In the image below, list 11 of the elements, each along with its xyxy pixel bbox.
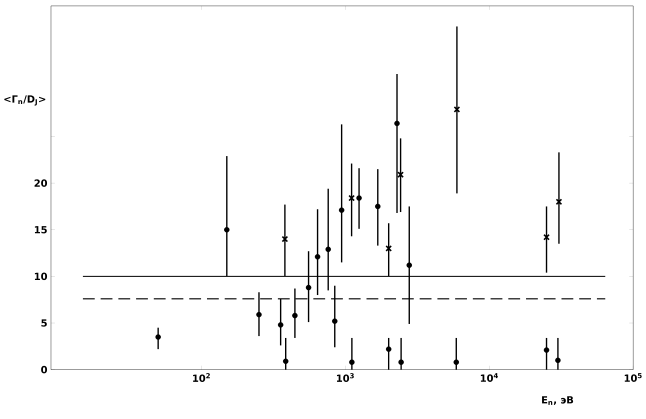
y-tick-label: 0 xyxy=(41,366,48,374)
x-axis-title: E$_{n}$, эВ xyxy=(542,396,574,405)
y-tick-label: 5 xyxy=(41,319,47,327)
x-tick-label: 10$^{2}$ xyxy=(193,373,210,382)
x-tick-label: 10$^{5}$ xyxy=(624,373,642,382)
x-tick-label: 10$^{4}$ xyxy=(480,373,498,382)
y-tick-label: 15 xyxy=(34,226,47,234)
y-tick-label: 10 xyxy=(34,272,48,280)
y-tick-label: 20 xyxy=(34,179,48,187)
x-tick-label: 10$^{3}$ xyxy=(336,373,354,382)
y-axis-title: <Γ$_{n}$/D$_{J}$> xyxy=(4,95,46,106)
